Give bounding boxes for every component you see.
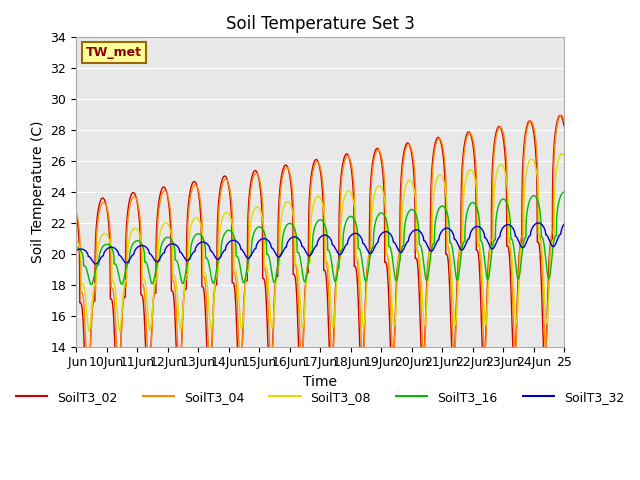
- Text: TW_met: TW_met: [86, 46, 142, 59]
- Y-axis label: Soil Temperature (C): Soil Temperature (C): [31, 121, 45, 264]
- Title: Soil Temperature Set 3: Soil Temperature Set 3: [225, 15, 415, 33]
- Legend: SoilT3_02, SoilT3_04, SoilT3_08, SoilT3_16, SoilT3_32: SoilT3_02, SoilT3_04, SoilT3_08, SoilT3_…: [11, 385, 629, 408]
- X-axis label: Time: Time: [303, 375, 337, 389]
